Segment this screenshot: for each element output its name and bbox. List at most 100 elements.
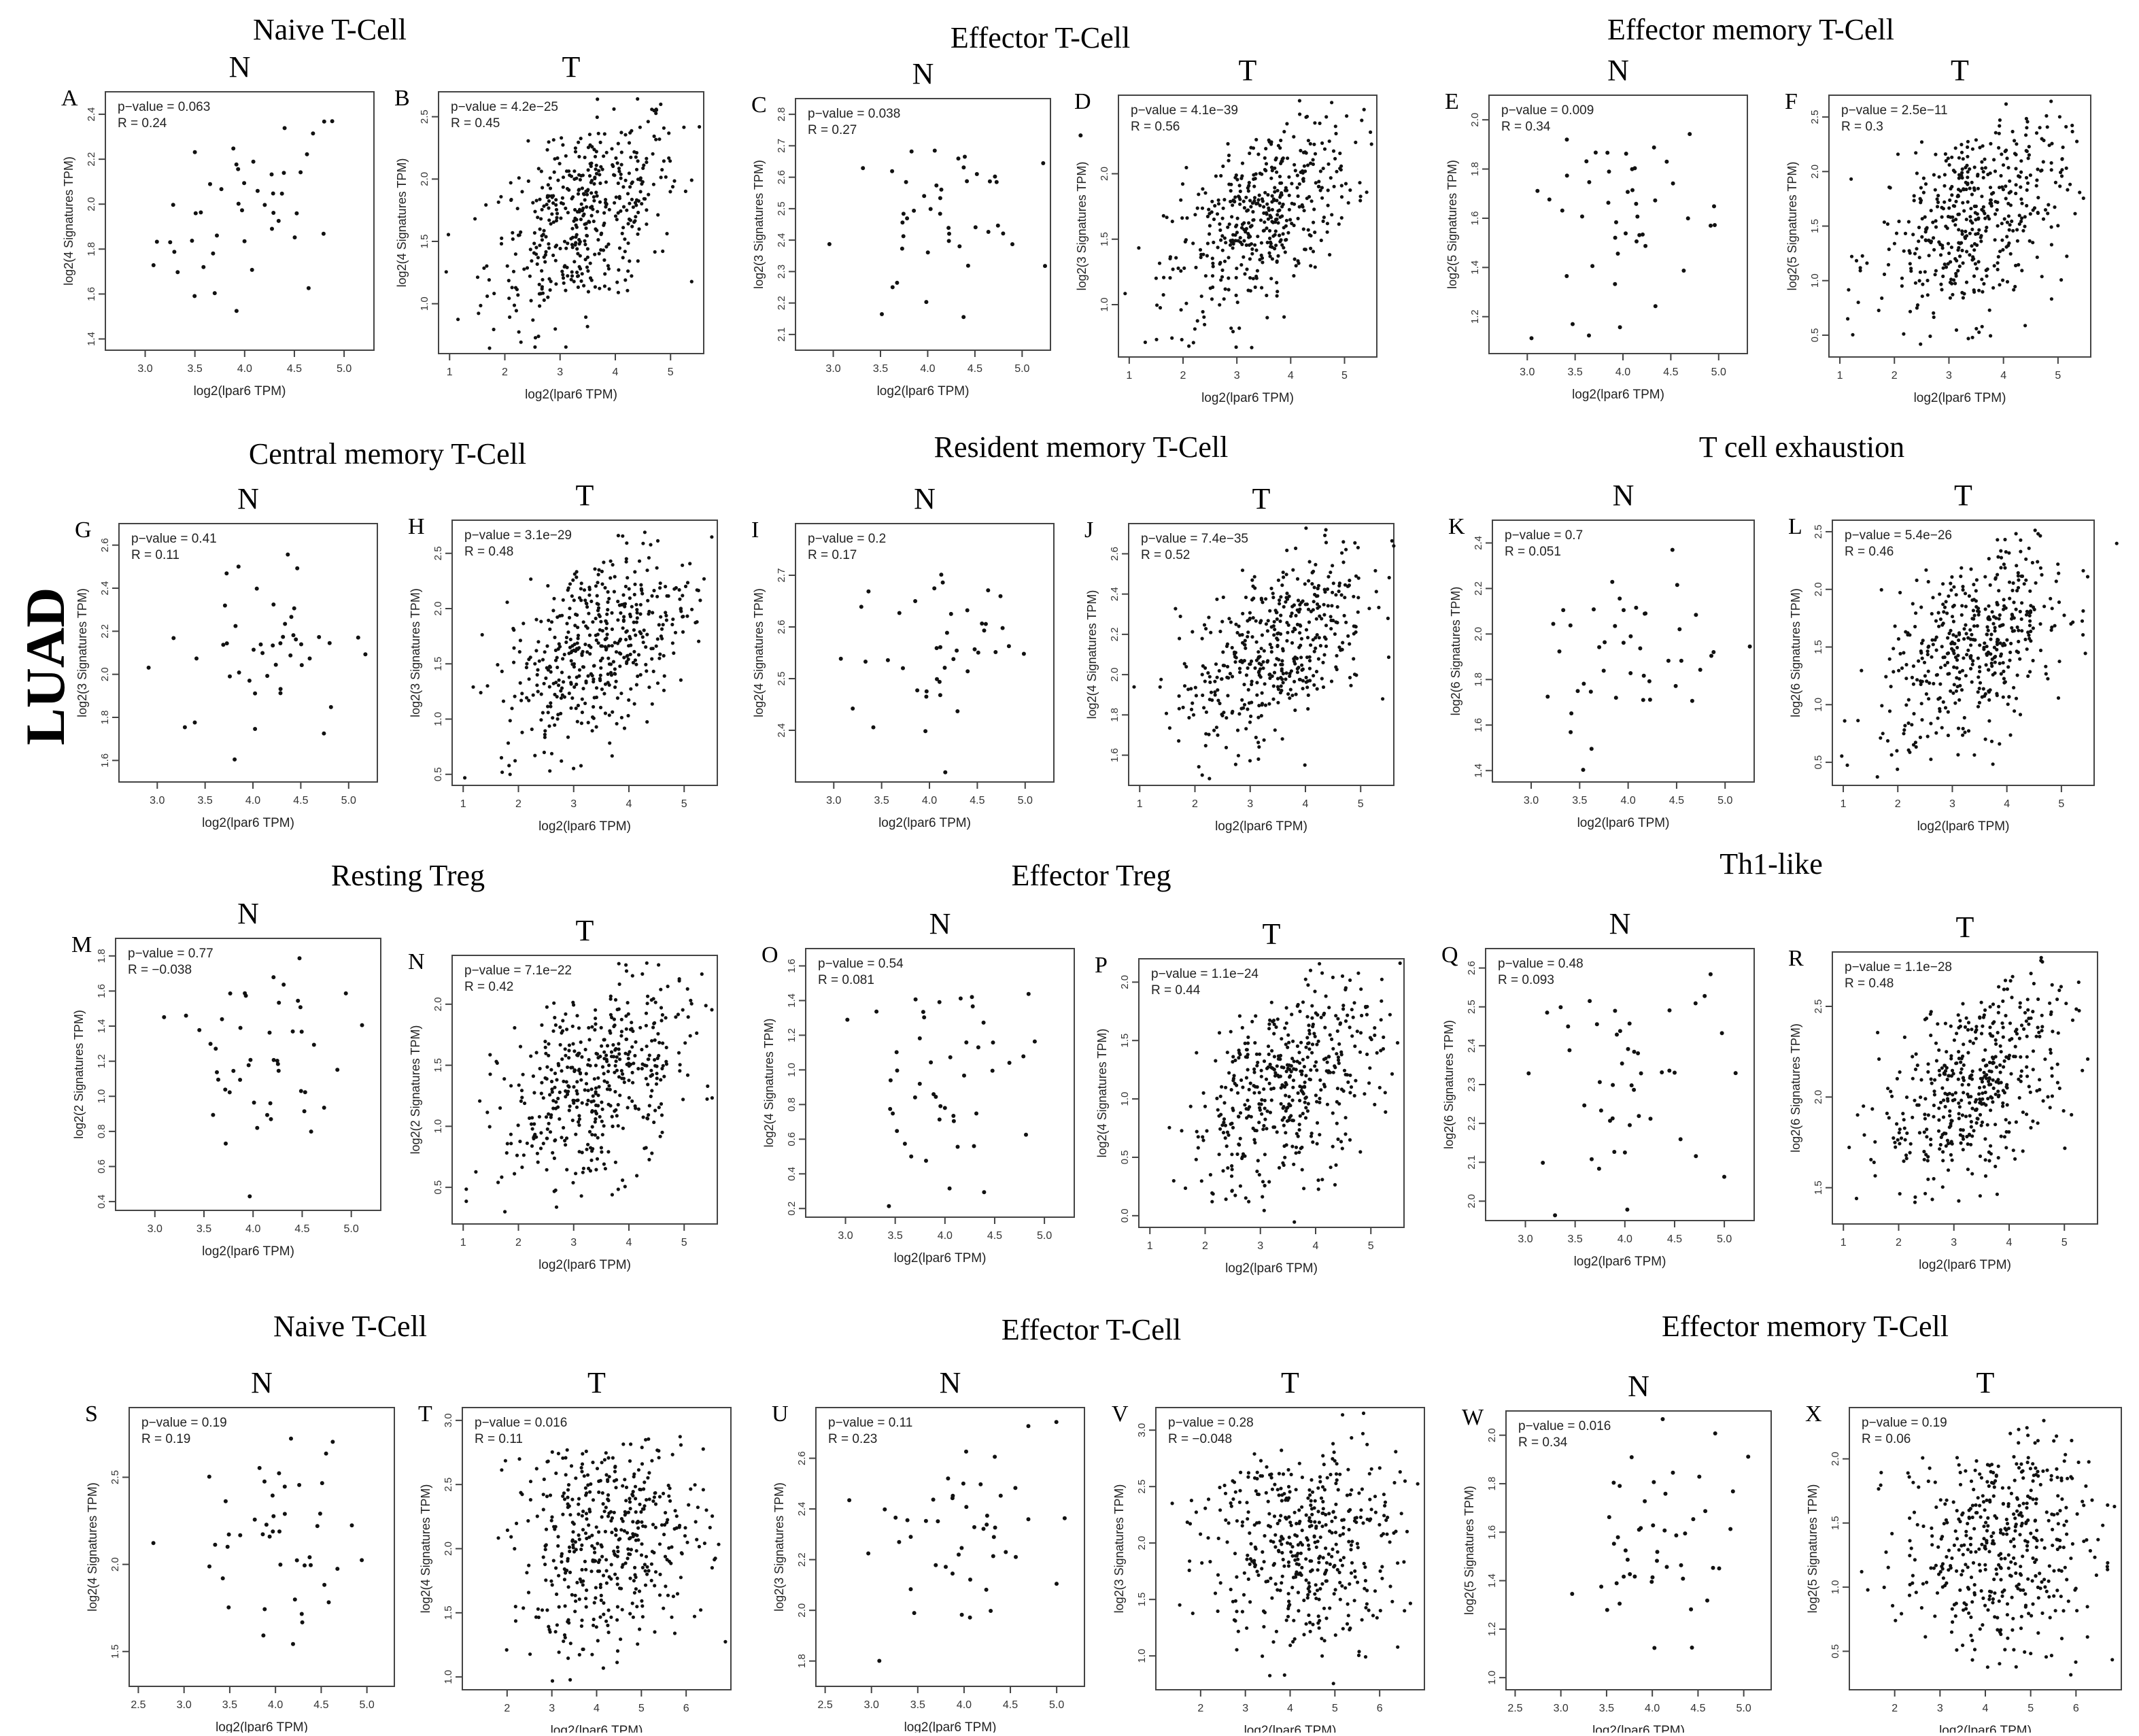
data-point <box>1303 1065 1306 1068</box>
data-point <box>513 1026 516 1029</box>
data-point <box>1295 186 1299 189</box>
data-point <box>606 590 610 594</box>
data-point <box>872 726 876 730</box>
data-point <box>1303 582 1307 585</box>
data-point <box>1998 186 2001 189</box>
data-point <box>2008 597 2011 600</box>
data-point <box>2009 979 2013 983</box>
data-point <box>1901 1112 1904 1115</box>
data-point <box>2025 176 2028 180</box>
data-point <box>938 680 942 684</box>
data-point <box>560 760 563 763</box>
data-point <box>1352 632 1356 635</box>
data-point <box>1861 254 1864 258</box>
data-point <box>570 274 574 277</box>
data-point <box>2071 130 2074 133</box>
data-point <box>902 234 906 238</box>
data-point <box>1314 647 1317 650</box>
data-point <box>1276 1017 1280 1021</box>
data-point <box>555 656 559 660</box>
data-point <box>585 605 589 609</box>
data-point <box>591 729 594 732</box>
data-point <box>670 623 674 626</box>
data-point <box>657 137 661 141</box>
data-point <box>1975 243 1979 247</box>
data-point <box>913 1095 917 1100</box>
data-point <box>589 276 592 279</box>
data-point <box>1252 1138 1256 1142</box>
data-point <box>602 692 606 696</box>
data-point <box>705 1097 708 1101</box>
data-point <box>649 647 653 650</box>
data-point <box>1345 114 1348 118</box>
data-point <box>1261 256 1264 260</box>
data-point <box>685 615 689 618</box>
data-point <box>596 97 599 101</box>
data-point <box>1322 603 1326 607</box>
data-point <box>1229 1030 1233 1034</box>
data-point <box>1307 139 1310 142</box>
data-point <box>281 635 285 639</box>
data-point <box>1939 253 1943 256</box>
data-point <box>616 600 619 603</box>
data-point <box>1996 538 1999 541</box>
data-point <box>1277 1057 1280 1061</box>
data-point <box>540 269 543 273</box>
data-point <box>2025 126 2028 129</box>
r-annotation: R = 0.051 <box>1505 545 1561 559</box>
data-point <box>1218 702 1221 705</box>
data-point <box>570 270 574 273</box>
x-tick-label: 4.0 <box>245 795 260 806</box>
data-point <box>1261 633 1264 636</box>
data-point <box>620 716 623 719</box>
data-point <box>604 648 608 651</box>
data-point <box>1276 677 1280 680</box>
data-point <box>564 207 567 210</box>
data-point <box>573 217 577 220</box>
data-point <box>506 1142 509 1145</box>
data-point <box>596 581 599 584</box>
data-point <box>653 1064 657 1068</box>
y-axis-label: log2(3 Signatures TPM) <box>409 588 422 717</box>
data-point <box>623 726 626 730</box>
y-tick-label: 1.0 <box>432 712 444 726</box>
y-tick-label: 0.4 <box>96 1195 107 1209</box>
y-tick-label: 1.0 <box>786 1063 798 1077</box>
data-point <box>1952 619 1955 623</box>
data-point <box>1229 672 1232 675</box>
data-point <box>1235 294 1238 297</box>
data-point <box>1278 201 1281 205</box>
data-point <box>2020 269 2023 272</box>
data-point <box>1288 696 1291 700</box>
data-point <box>574 1133 577 1136</box>
data-point <box>1341 1146 1344 1150</box>
data-point <box>583 243 587 246</box>
data-point <box>1041 161 1045 165</box>
data-point <box>1277 658 1280 662</box>
data-point <box>1304 978 1307 981</box>
data-point <box>1276 1064 1279 1068</box>
y-tick-label: 2.0 <box>1119 975 1131 989</box>
data-point <box>1954 218 1957 221</box>
data-point <box>543 682 546 685</box>
data-point <box>571 236 575 239</box>
data-point <box>895 1068 900 1072</box>
data-point <box>1960 1141 1963 1144</box>
data-point <box>557 683 560 687</box>
data-point <box>1637 1114 1641 1118</box>
x-tick-label: 3.5 <box>1568 367 1583 378</box>
data-point <box>945 631 949 635</box>
data-point <box>1312 158 1315 161</box>
data-point <box>279 687 283 691</box>
data-point <box>252 160 256 164</box>
data-point <box>628 259 631 262</box>
data-point <box>1964 624 1967 627</box>
data-point <box>539 718 543 721</box>
data-point <box>1962 656 1965 660</box>
data-point <box>283 126 287 130</box>
data-point <box>617 1187 620 1191</box>
data-point <box>1297 610 1301 613</box>
data-point <box>1335 1122 1339 1125</box>
data-point <box>1921 294 1924 298</box>
data-point <box>1253 1141 1256 1144</box>
